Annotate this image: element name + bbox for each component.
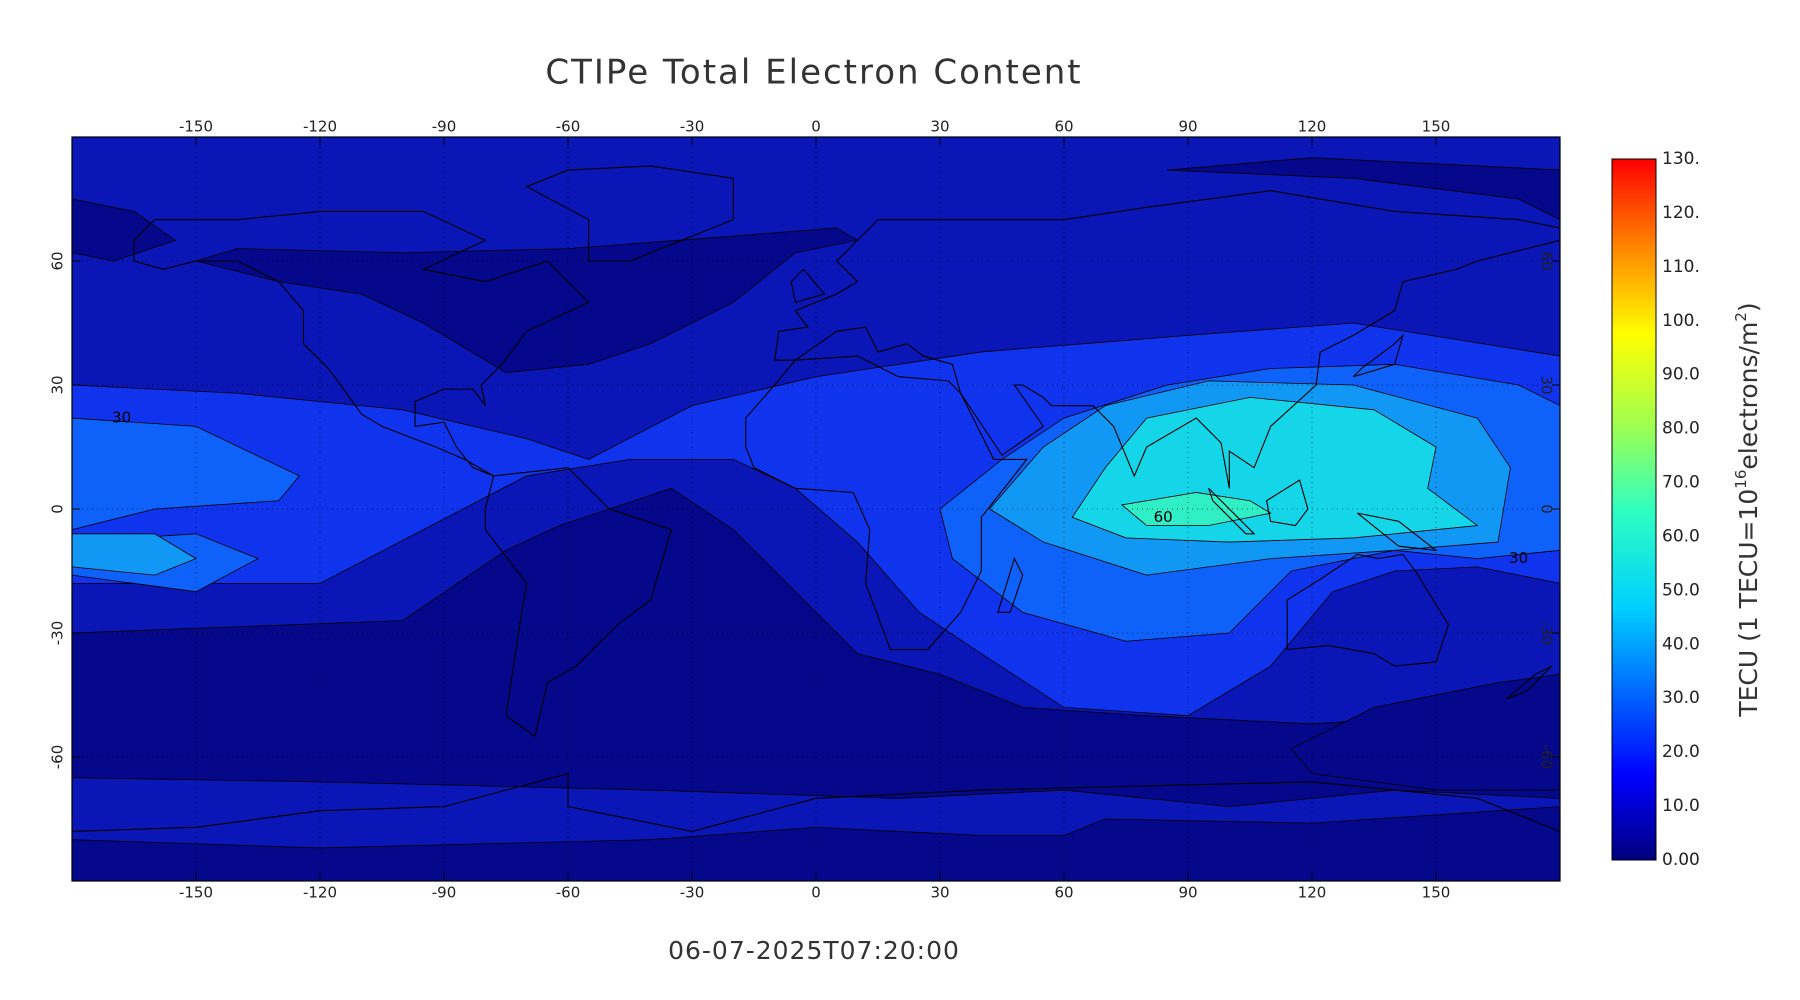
colorbar-label-part: ): [1734, 302, 1763, 312]
axes: -150 -150 -120 -120 -90 -90 -60 -60 -30 -30 0 0 30 30…: [49, 118, 1764, 902]
colorbar-tick-label: 60.0: [1662, 526, 1700, 546]
y-tick-label: 0: [49, 504, 67, 514]
coastline: [746, 356, 1027, 649]
coastline: [134, 211, 589, 476]
y-tick-label: 30: [49, 375, 67, 394]
colorbar-tick-label: 100.: [1662, 311, 1700, 331]
y-tick-label: 0: [1538, 504, 1556, 514]
coastline: [527, 166, 734, 261]
colorbar-tick-label: 80.0: [1662, 419, 1700, 439]
colorbar-tick-label: 10.0: [1662, 796, 1700, 816]
x-tick-label: -30: [680, 118, 705, 136]
map-frame: [71, 136, 1561, 882]
colorbar-tick-label: 30.0: [1662, 688, 1700, 708]
x-tick-label: 0: [811, 884, 821, 902]
colorbar-tick-label: 120.: [1662, 203, 1700, 223]
coastline: [791, 269, 1552, 699]
y-tick-label: 60: [1538, 251, 1556, 270]
x-tick-label: 90: [1178, 118, 1197, 136]
colorbar-label-part: electrons/m: [1734, 322, 1763, 470]
coastlines: [72, 166, 1560, 831]
y-tick-label: 30: [1538, 375, 1556, 394]
x-tick-label: -90: [432, 884, 457, 902]
contour-label: 60: [1154, 508, 1173, 526]
timestamp: 06-07-2025T07:20:00: [668, 936, 960, 965]
x-tick-label: -30: [680, 884, 705, 902]
level-fill: [196, 228, 857, 373]
chart-title: CTIPe Total Electron Content: [545, 53, 1082, 93]
coastline: [1287, 554, 1448, 666]
colorbar-label-part: 16: [1732, 470, 1750, 489]
colorbar-tick-label: 130.: [1662, 149, 1700, 169]
x-tick-label: 120: [1298, 884, 1327, 902]
colorbar-tick-label: 70.0: [1662, 473, 1700, 493]
x-tick-label: 150: [1422, 884, 1451, 902]
x-tick-label: -150: [179, 884, 213, 902]
x-tick-label: 90: [1178, 884, 1197, 902]
x-tick-label: -60: [556, 118, 581, 136]
coastline: [485, 468, 671, 737]
x-tick-label: 60: [1054, 118, 1073, 136]
x-tick-label: 30: [930, 118, 949, 136]
level-fill: [1122, 492, 1271, 525]
colorbar-tick-label: 90.0: [1662, 365, 1700, 385]
x-tick-label: 60: [1054, 884, 1073, 902]
coastline: [775, 191, 1560, 489]
x-tick-label: -60: [556, 884, 581, 902]
colorbar-tick-label: 110.: [1662, 257, 1700, 277]
colorbar-tick-label: 50.0: [1662, 580, 1700, 600]
coastline: [72, 774, 1560, 832]
y-tick-label: -60: [49, 745, 67, 770]
x-tick-label: -120: [303, 118, 337, 136]
contour-label: 30: [1509, 549, 1528, 567]
x-tick-label: 150: [1422, 118, 1451, 136]
x-tick-label: -150: [179, 118, 213, 136]
colorbar-label-part: 2: [1732, 312, 1750, 322]
colorbar: [1611, 158, 1657, 861]
y-tick-label: -30: [1538, 621, 1556, 646]
colorbar-tick-label: 40.0: [1662, 634, 1700, 654]
x-tick-label: -120: [303, 884, 337, 902]
colorbar-tick-label: 20.0: [1662, 742, 1700, 762]
y-tick-label: -60: [1538, 745, 1556, 770]
colorbar-label: TECU (1 TECU=1016electrons/m2): [1732, 302, 1764, 717]
colorbar-tick-label: 0.00: [1662, 850, 1700, 870]
x-tick-label: 120: [1298, 118, 1327, 136]
contours: [72, 137, 1560, 881]
y-tick-label: -30: [49, 621, 67, 646]
x-tick-label: -90: [432, 118, 457, 136]
colorbar-label-part: TECU (1 TECU=10: [1734, 489, 1763, 718]
contour-label: 30: [112, 409, 131, 427]
x-tick-label: 0: [811, 118, 821, 136]
map-area: [72, 137, 1560, 881]
x-tick-label: 30: [930, 884, 949, 902]
y-tick-label: 60: [49, 251, 67, 270]
